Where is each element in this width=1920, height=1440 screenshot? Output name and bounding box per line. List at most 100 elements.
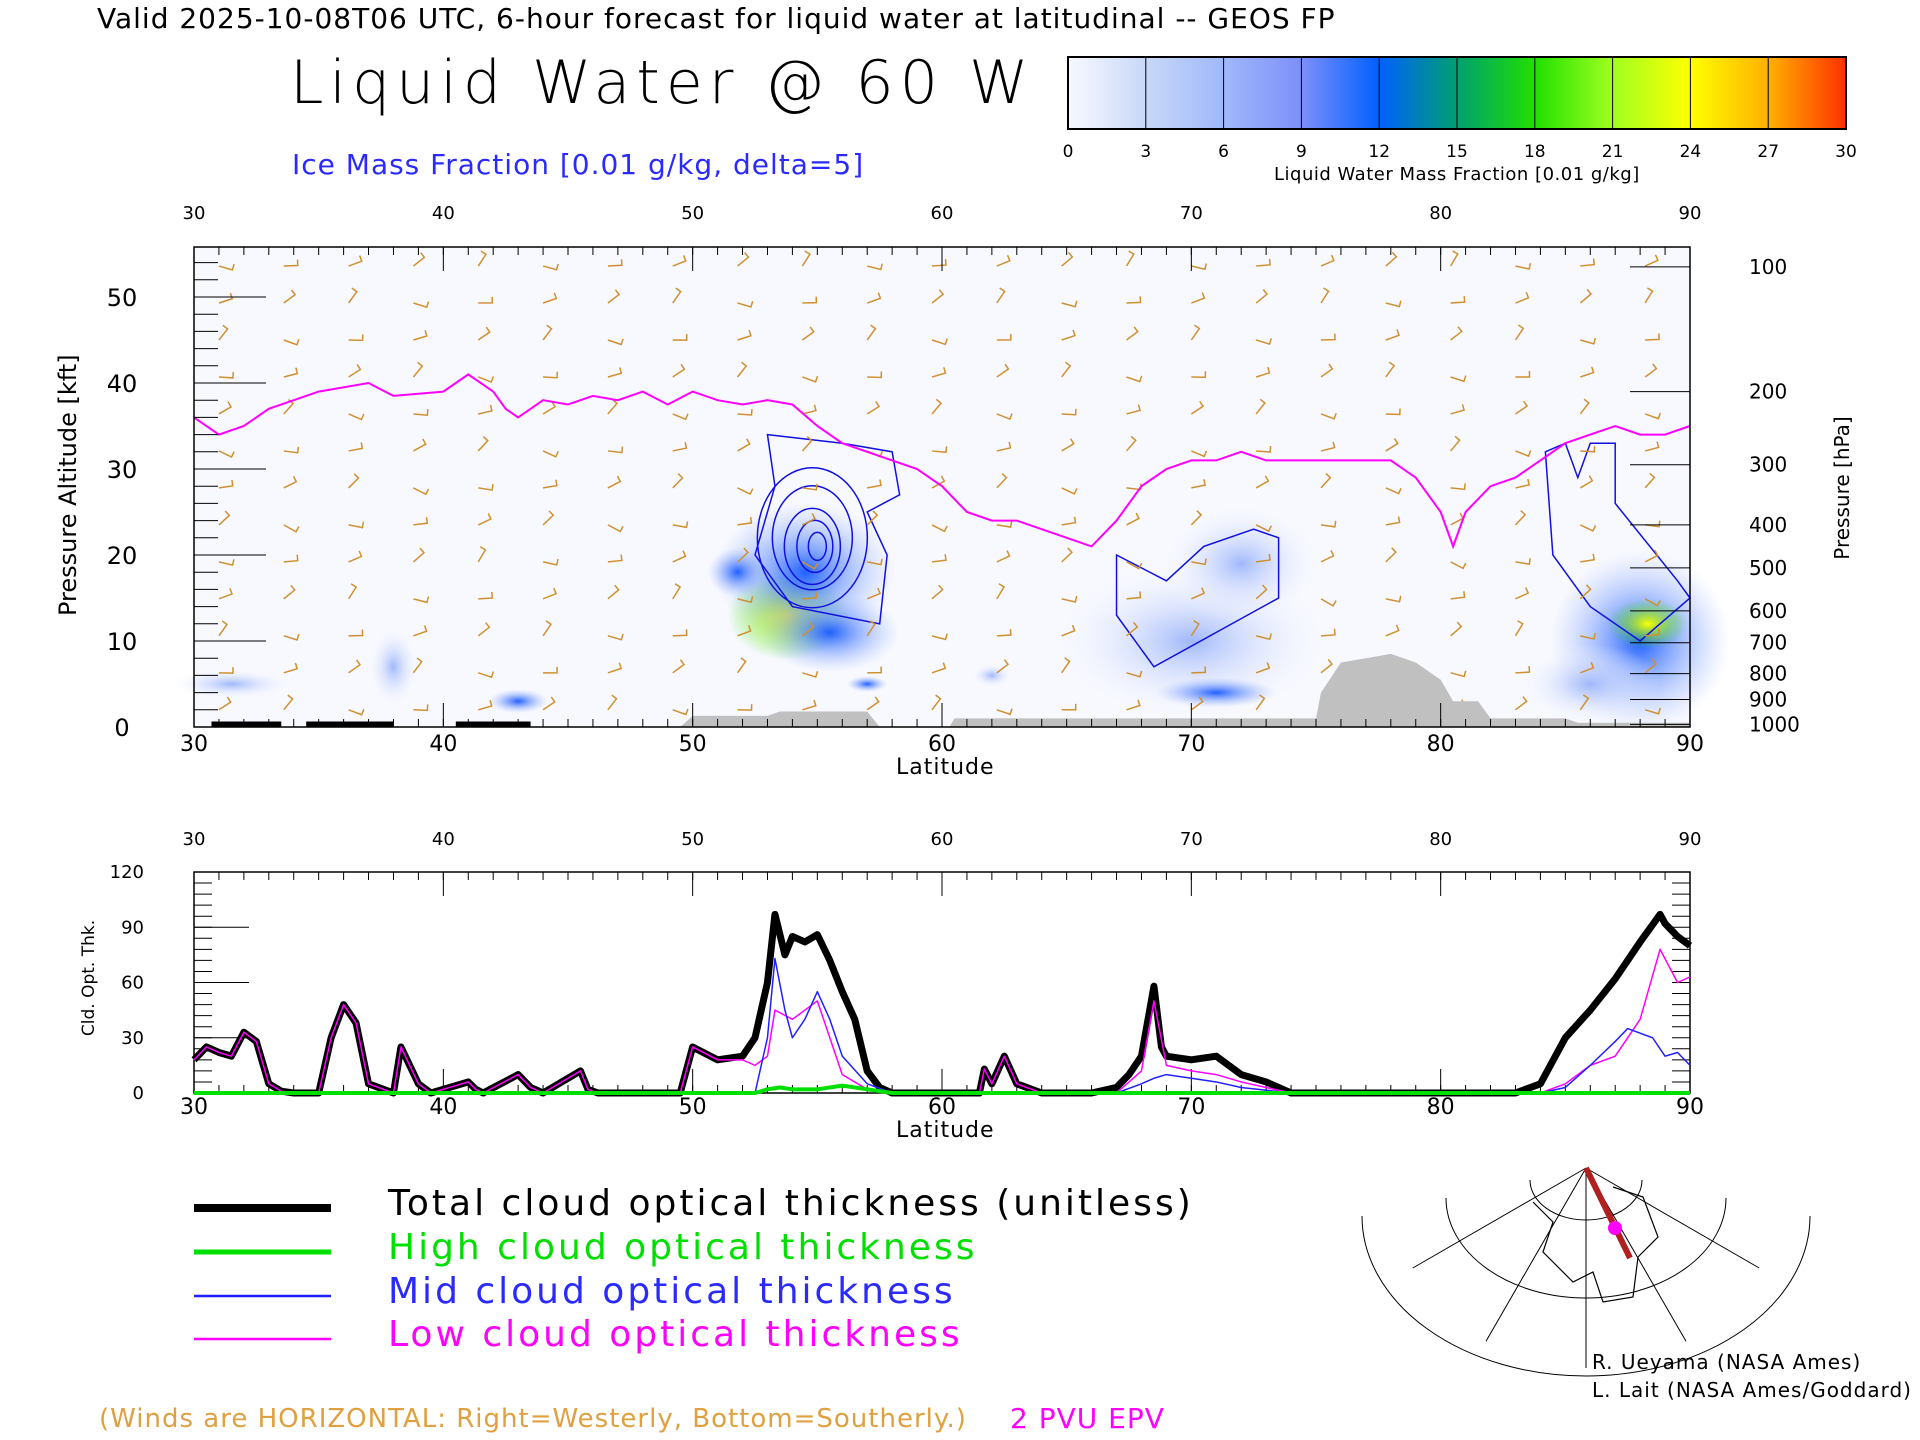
wind-barb (607, 398, 619, 415)
wind-barb (737, 329, 752, 341)
colorbar-tick-label: 6 (1218, 142, 1229, 162)
wind-barb (1061, 657, 1071, 674)
location-marker (1608, 1221, 1622, 1235)
pressure-tick-label: 600 (1749, 599, 1787, 623)
wind-barb (1061, 251, 1074, 267)
y-tick-label: 0 (133, 1083, 144, 1104)
wind-barb (1320, 441, 1336, 452)
wind-barb (1450, 670, 1467, 678)
x-tick-label: 70 (1177, 1095, 1205, 1120)
wind-barb (348, 521, 365, 529)
wind-barb (1255, 398, 1266, 415)
wind-barb (218, 292, 234, 304)
wind-barb (737, 516, 753, 526)
wind-barb (996, 521, 1013, 528)
colorbar-tick-label: 3 (1140, 142, 1151, 162)
wind-barb (1385, 516, 1401, 526)
wind-barb (996, 287, 1006, 304)
wind-barb (1385, 329, 1400, 341)
wind-barb (931, 289, 945, 304)
pressure-tick-label: 800 (1749, 662, 1787, 686)
wind-barb (996, 550, 1011, 563)
meridian (1412, 1167, 1587, 1269)
wind-barb (996, 413, 1013, 421)
valid-time-line: Valid 2025-10-08T06 UTC, 6-hour forecast… (97, 2, 1336, 35)
wind-barb (283, 524, 300, 533)
wind-barb (413, 517, 429, 526)
wind-barb (477, 513, 492, 526)
wind-barb (1515, 478, 1531, 489)
x-tick-label: 70 (1177, 732, 1205, 757)
wind-barb (1061, 438, 1075, 452)
wind-barb (931, 584, 944, 600)
wind-barb (737, 547, 749, 563)
wind-barb (736, 657, 747, 674)
wind-barb (996, 254, 1011, 267)
x-tick-label-top: 80 (1429, 203, 1452, 224)
wind-barb (413, 301, 430, 309)
wind-barb (1126, 591, 1142, 600)
y-tick-label-kft: 40 (107, 370, 138, 398)
wind-barb (1579, 475, 1594, 489)
wind-barb (348, 550, 363, 563)
wind-barb (1644, 598, 1661, 607)
cloud-region (1156, 677, 1277, 708)
y-tick-label: 30 (121, 1028, 144, 1049)
wind-barb (542, 696, 556, 711)
wind-barb (348, 413, 365, 421)
wind-barb (1320, 333, 1336, 341)
wind-barb (477, 250, 487, 267)
wind-barb (737, 301, 754, 308)
wind-barb (1580, 445, 1596, 453)
wind-barb (1644, 472, 1656, 489)
legend-total: Total cloud optical thickness (unitless) (388, 1183, 1194, 1224)
wind-barb (413, 409, 429, 417)
wind-barb (1256, 553, 1271, 563)
wind-barb (1385, 487, 1402, 495)
wind-barb (1061, 329, 1076, 341)
wind-barb (1320, 412, 1337, 420)
legend-mid: Mid cloud optical thickness (388, 1271, 956, 1312)
x-tick-label: 40 (429, 732, 457, 757)
x-tick-label: 50 (679, 732, 707, 757)
wind-barb (1126, 670, 1143, 678)
wind-barb (1061, 408, 1077, 416)
wind-barb (542, 450, 559, 458)
coastline (1532, 1186, 1659, 1303)
wind-barb (348, 255, 363, 267)
wind-barb (1450, 621, 1463, 637)
wind-barb (1191, 558, 1207, 566)
cloud-region (488, 689, 549, 714)
x-tick-label-top: 90 (1679, 829, 1702, 850)
wind-barb (1515, 558, 1531, 566)
wind-barb (672, 473, 684, 489)
wind-barb (348, 334, 364, 342)
wind-barb (1320, 472, 1332, 489)
wind-barb (1514, 620, 1524, 637)
ice-contour (807, 531, 828, 562)
wind-barb (607, 338, 624, 346)
wind-barb (1644, 441, 1660, 452)
wind-barb (801, 621, 815, 637)
wind-barb (1320, 658, 1334, 674)
x-axis-label-top: Latitude (896, 755, 995, 780)
cloud-region (971, 663, 1012, 688)
wind-barb (1515, 291, 1530, 304)
x-tick-label-top: 70 (1180, 203, 1203, 224)
wind-barb (478, 404, 493, 415)
ice-contour (1544, 442, 1692, 642)
wind-barb (1191, 450, 1208, 458)
wind-barb (672, 334, 688, 341)
wind-barb (1255, 633, 1272, 641)
wind-barb (802, 375, 819, 383)
wind-barb (931, 259, 947, 267)
wind-barb (218, 620, 229, 637)
ice-fraction-label: Ice Mass Fraction [0.01 g/kg, delta=5] (292, 148, 865, 181)
wind-barb (1580, 366, 1595, 378)
x-tick-label: 80 (1427, 1095, 1455, 1120)
wind-barb (1515, 666, 1531, 674)
cloud-region (171, 669, 292, 699)
wind-barb (607, 633, 624, 641)
locator-map (1361, 1162, 1811, 1377)
